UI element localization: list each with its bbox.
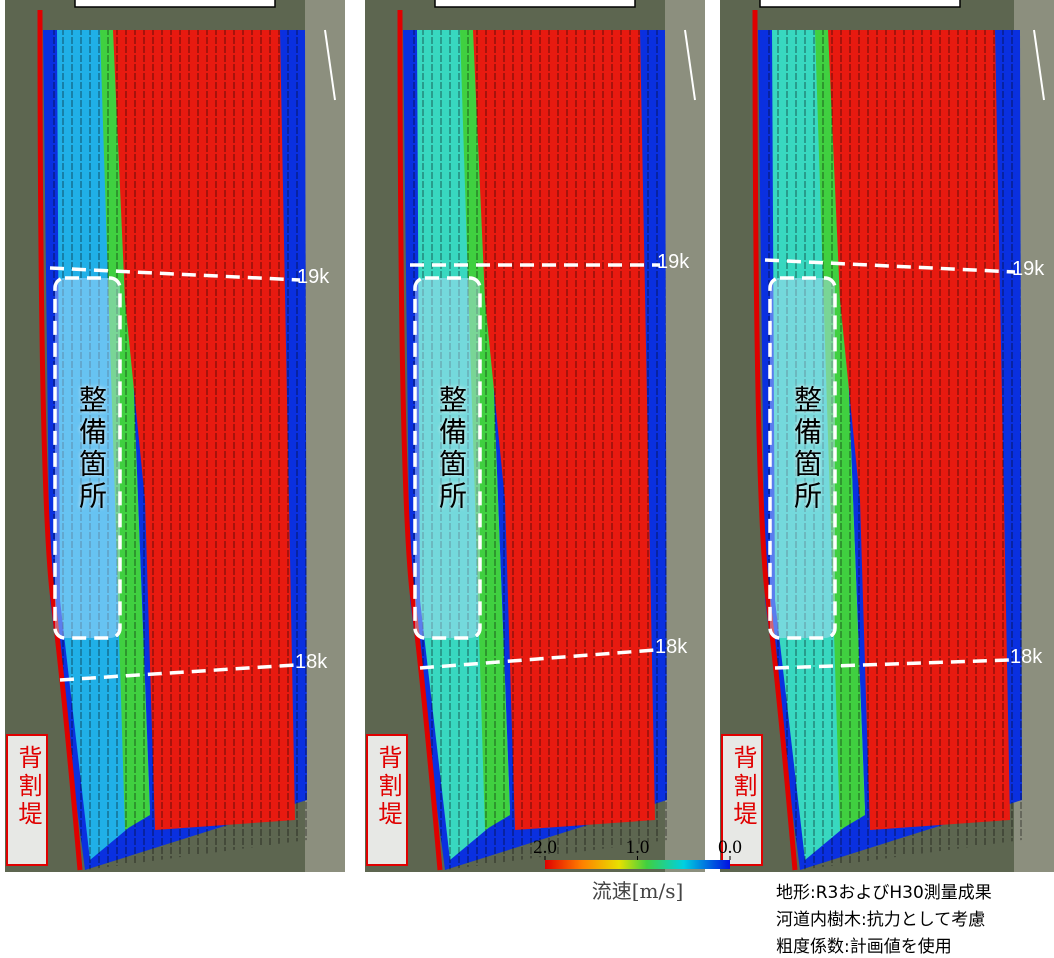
label-18k: 18k	[295, 651, 327, 674]
label-19k: 19k	[1012, 258, 1044, 281]
map-panel	[365, 0, 705, 872]
levee-label: 背割堤	[11, 745, 46, 829]
zone-label: 整備箇所	[786, 385, 826, 513]
levee-label: 背割堤	[371, 745, 406, 829]
fields	[305, 0, 345, 872]
figure: 2.0 1.0 0.0 流速[m/s] 19k 18k 整備箇所背割堤 19k 18k 整備箇所…	[0, 0, 1054, 958]
colorbar	[545, 860, 730, 869]
note: 地形:R3およびH30測量成果	[776, 878, 992, 903]
zone-label: 整備箇所	[71, 385, 111, 513]
colorbar-tick-label: 0.0	[718, 837, 742, 858]
label-18k: 18k	[1010, 646, 1042, 669]
label-18k: 18k	[655, 636, 687, 659]
map-panel	[5, 0, 345, 872]
colorbar-label: 流速[m/s]	[592, 879, 684, 903]
caption-box	[760, 0, 960, 7]
maps: 2.0 1.0 0.0 流速[m/s]	[0, 0, 1054, 958]
caption-box	[75, 0, 275, 7]
colorbar-tick-label: 1.0	[626, 837, 650, 858]
label-19k: 19k	[657, 251, 689, 274]
fields	[665, 0, 705, 872]
map-panel	[720, 0, 1054, 872]
note: 河道内樹木:抗力として考慮	[776, 905, 985, 930]
caption-box	[435, 0, 635, 7]
levee-label: 背割堤	[726, 745, 761, 829]
zone-label: 整備箇所	[431, 385, 471, 513]
note: 粗度係数:計画値を使用	[776, 932, 952, 957]
colorbar-tick-label: 2.0	[533, 837, 557, 858]
label-19k: 19k	[297, 266, 329, 289]
